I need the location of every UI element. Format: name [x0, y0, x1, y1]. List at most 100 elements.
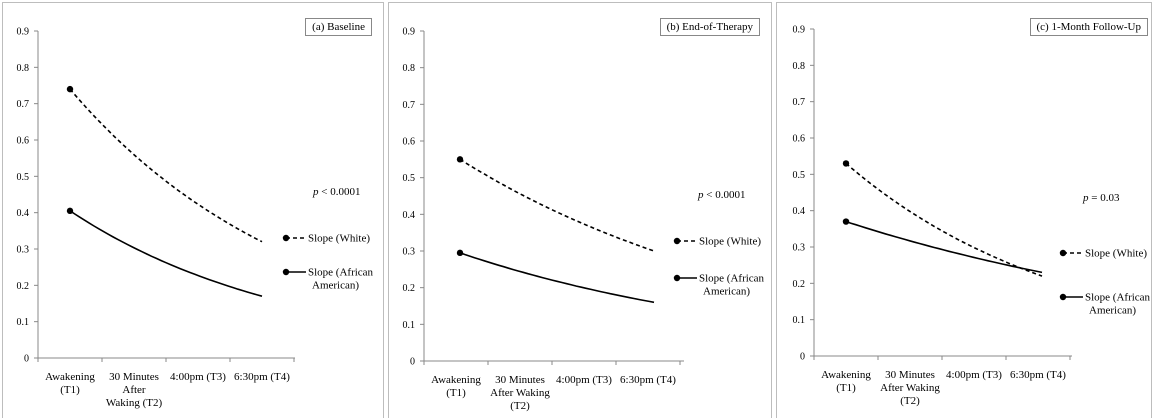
- x-tick-label-line: 6:30pm (T4): [620, 374, 676, 386]
- legend-label-line: Slope (White): [1085, 248, 1147, 260]
- legend-label: Slope (White): [699, 236, 761, 248]
- chart-panel-end-of-therapy: 0 0.1 0.2 0.3 0.4 0.5 0.6 0.7 0.8 0.9 Awakening (T1…: [386, 0, 774, 418]
- x-tick-label: 30 Minutes After Waking (T2): [106, 371, 163, 409]
- p-symbol: p: [698, 189, 704, 201]
- legend-label-line: Slope (African: [308, 267, 374, 279]
- series-start-marker: [842, 160, 850, 167]
- x-tick-label-line: Awakening: [821, 369, 871, 381]
- y-tick-label: 0.7: [403, 100, 416, 111]
- x-tick-label-line: 4:00pm (T3): [170, 371, 226, 383]
- y-tick-label: 0.6: [17, 136, 30, 147]
- x-tick-label: Awakening (T1): [431, 374, 481, 399]
- x-tick-label: Awakening (T1): [821, 369, 871, 394]
- series-start-marker: [456, 156, 464, 163]
- x-tick-label-line: 30 Minutes: [495, 374, 545, 386]
- y-tick-label: 0.5: [17, 172, 30, 183]
- series-line-white: [69, 88, 263, 243]
- chart-title: (c) 1-Month Follow-Up: [1029, 18, 1148, 36]
- series-start-marker: [66, 207, 74, 215]
- x-tick-label-line: Awakening: [45, 371, 95, 383]
- chart-plot-end-of-therapy: 0 0.1 0.2 0.3 0.4 0.5 0.6 0.7 0.8 0.9 Awakening (T1…: [403, 27, 765, 413]
- y-tick-label: 0.8: [793, 61, 806, 72]
- chart-panel-baseline: 0 0.1 0.2 0.3 0.4 0.5 0.6 0.7 0.8 0.9 Awakening (T1…: [0, 0, 386, 418]
- y-tick-label: 0.2: [17, 281, 30, 292]
- legend-label-line: American): [703, 286, 750, 298]
- x-tick-label-line: After Waking: [490, 387, 550, 399]
- x-tick-label-line: 30 Minutes: [885, 369, 935, 381]
- legend-marker: [673, 237, 681, 245]
- y-tick-label: 0.9: [17, 27, 30, 38]
- y-tick-label: 0.3: [17, 245, 30, 256]
- y-tick-label: 0.8: [403, 63, 416, 74]
- legend-label-line: American): [1089, 305, 1136, 317]
- x-tick-label-line: After: [122, 384, 146, 396]
- y-tick-label: 0.4: [17, 208, 30, 219]
- y-tick-label: 0: [410, 357, 415, 368]
- x-tick-label: 30 Minutes After Waking (T2): [490, 374, 550, 412]
- p-value-annotation: p < 0.0001: [313, 186, 360, 198]
- y-tick-label: 0.9: [793, 25, 806, 36]
- x-tick-label-line: 4:00pm (T3): [946, 369, 1002, 381]
- y-tick-label: 0.2: [793, 279, 806, 290]
- y-tick-label: 0.1: [403, 320, 416, 331]
- y-tick-label: 0.4: [793, 206, 806, 217]
- series-start-marker: [842, 218, 850, 225]
- legend-label-line: Slope (White): [699, 236, 761, 248]
- legend-label-line: Slope (African: [1085, 292, 1151, 304]
- legend-label: Slope (White): [308, 233, 370, 245]
- y-tick-label: 0.5: [403, 173, 416, 184]
- series-line-african-american: [69, 210, 263, 297]
- y-tick-label: 0.4: [403, 210, 416, 221]
- x-tick-label-line: (T1): [60, 384, 80, 396]
- y-tick-label: 0.6: [793, 134, 806, 145]
- series-line-african-american: [845, 220, 1043, 274]
- legend-label: Slope (African American): [1085, 292, 1151, 317]
- legend-label-line: Slope (White): [308, 233, 370, 245]
- y-tick-label: 0.9: [403, 27, 416, 38]
- y-tick-label: 0.3: [403, 247, 416, 258]
- legend-label: Slope (White): [1085, 248, 1147, 260]
- x-tick-label: 6:30pm (T4): [1010, 369, 1066, 381]
- y-tick-label: 0.3: [793, 243, 806, 254]
- series-start-marker: [66, 85, 74, 93]
- x-tick-label: 4:00pm (T3): [556, 374, 612, 386]
- x-tick-label: 30 Minutes After Waking (T2): [880, 369, 940, 407]
- y-tick-label: 0.6: [403, 137, 416, 148]
- x-tick-label-line: 30 Minutes: [109, 371, 159, 383]
- y-tick-label: 0.5: [793, 170, 806, 181]
- y-tick-label: 0: [24, 354, 29, 365]
- panel-frame: [776, 2, 1152, 418]
- p-symbol: p: [313, 186, 319, 198]
- x-tick-label: Awakening (T1): [45, 371, 95, 396]
- y-tick-label: 0.1: [17, 317, 30, 328]
- x-tick-label: 6:30pm (T4): [234, 371, 290, 383]
- p-value-annotation: p = 0.03: [1083, 192, 1119, 204]
- x-tick-label-line: Awakening: [431, 374, 481, 386]
- series-line-white: [459, 158, 655, 252]
- p-symbol: p: [1083, 192, 1089, 204]
- series-line-white: [845, 162, 1043, 277]
- chart-plot-follow-up: 0 0.1 0.2 0.3 0.4 0.5 0.6 0.7 0.8 0.9 Awakening (T1…: [793, 25, 1151, 408]
- series-start-marker: [456, 249, 464, 257]
- chart-plot-baseline: 0 0.1 0.2 0.3 0.4 0.5 0.6 0.7 0.8 0.9 Awakening (T1…: [17, 27, 374, 410]
- y-tick-label: 0: [800, 352, 805, 363]
- p-value-annotation: p < 0.0001: [698, 189, 745, 201]
- x-tick-label-line: After Waking: [880, 382, 940, 394]
- x-tick-label: 4:00pm (T3): [170, 371, 226, 383]
- p-value-text: < 0.0001: [318, 186, 361, 198]
- chart-title: (a) Baseline: [305, 18, 372, 36]
- x-tick-label-line: Waking (T2): [106, 397, 163, 409]
- panel-frame: [2, 2, 384, 418]
- y-tick-label: 0.7: [793, 97, 806, 108]
- y-tick-label: 0.1: [793, 315, 806, 326]
- y-tick-label: 0.8: [17, 63, 30, 74]
- p-value-text: < 0.0001: [703, 189, 746, 201]
- x-tick-label-line: (T2): [900, 395, 920, 407]
- x-tick-label-line: (T1): [446, 387, 466, 399]
- p-value-text: = 0.03: [1088, 192, 1120, 204]
- chart-title: (b) End-of-Therapy: [659, 18, 760, 36]
- x-tick-label-line: 4:00pm (T3): [556, 374, 612, 386]
- legend-label: Slope (African American): [699, 273, 765, 298]
- legend-marker: [673, 274, 681, 282]
- y-tick-label: 0.7: [17, 99, 30, 110]
